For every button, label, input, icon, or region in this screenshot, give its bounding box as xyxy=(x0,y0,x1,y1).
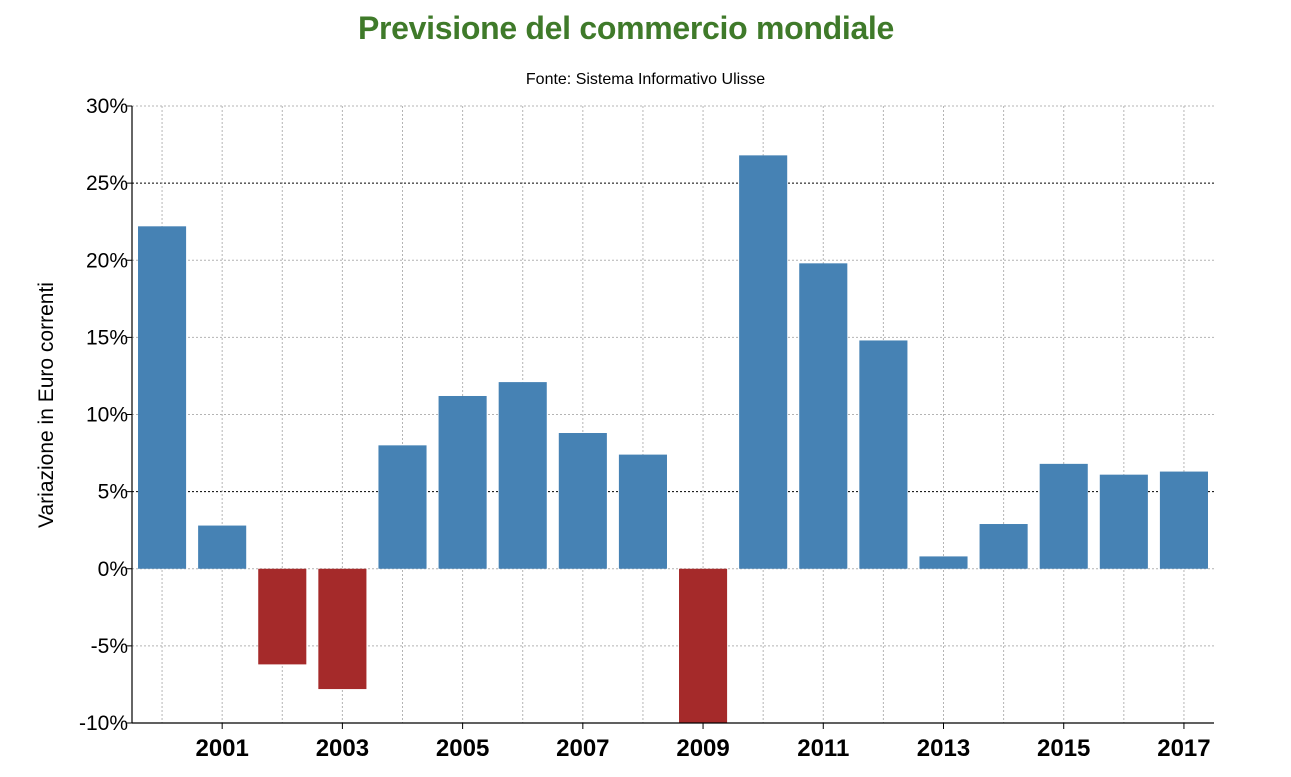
y-tick-label: 10% xyxy=(86,404,128,427)
bar-2001 xyxy=(198,525,247,569)
bar-2003 xyxy=(318,568,367,690)
bar-2004 xyxy=(378,445,427,569)
x-tick-label: 2009 xyxy=(676,735,729,762)
bar-2007 xyxy=(558,433,607,569)
bar-2011 xyxy=(799,263,848,569)
axes xyxy=(126,105,1214,729)
bar-2000 xyxy=(138,226,187,569)
bars xyxy=(138,155,1208,723)
x-tick-label: 2005 xyxy=(436,735,489,762)
x-tick-label: 2015 xyxy=(1037,735,1090,762)
y-tick-label: 30% xyxy=(86,95,128,118)
y-tick-label: 5% xyxy=(98,481,128,504)
y-tick-labels: -10% -5% 0% 5% 10% 15% 20% 25% 30% xyxy=(79,95,128,735)
x-tick-label: 2007 xyxy=(556,735,609,762)
bar-2016 xyxy=(1099,474,1148,569)
bar-2002 xyxy=(258,568,307,665)
y-tick-label: -10% xyxy=(79,712,128,735)
bar-2015 xyxy=(1039,463,1088,569)
y-axis-label: Variazione in Euro correnti xyxy=(35,282,58,528)
bar-2013 xyxy=(919,556,968,569)
y-tick-label: 15% xyxy=(86,326,128,349)
x-tick-label: 2003 xyxy=(316,735,369,762)
chart-title: Previsione del commercio mondiale xyxy=(357,10,895,46)
x-tick-label: 2013 xyxy=(917,735,970,762)
x-tick-label: 2011 xyxy=(797,735,849,762)
bar-2012 xyxy=(859,340,908,569)
bar-2006 xyxy=(498,382,547,569)
x-tick-label: 2017 xyxy=(1157,735,1210,762)
bar-2009 xyxy=(679,568,728,723)
y-tick-label: 20% xyxy=(86,249,128,272)
y-tick-label: -5% xyxy=(91,635,128,658)
chart-subtitle: Fonte: Sistema Informativo Ulisse xyxy=(525,71,766,88)
x-tick-label: 2001 xyxy=(195,735,248,762)
bar-2017 xyxy=(1159,471,1208,569)
y-tick-label: 0% xyxy=(98,558,128,581)
bar-2010 xyxy=(739,155,788,569)
bar-2005 xyxy=(438,395,487,569)
bar-2008 xyxy=(618,454,667,569)
y-tick-label: 25% xyxy=(86,172,128,195)
x-tick-labels: 2001 2003 2005 2007 2009 2011 2013 2015 2017 xyxy=(195,735,1210,762)
bar-2014 xyxy=(979,524,1028,569)
